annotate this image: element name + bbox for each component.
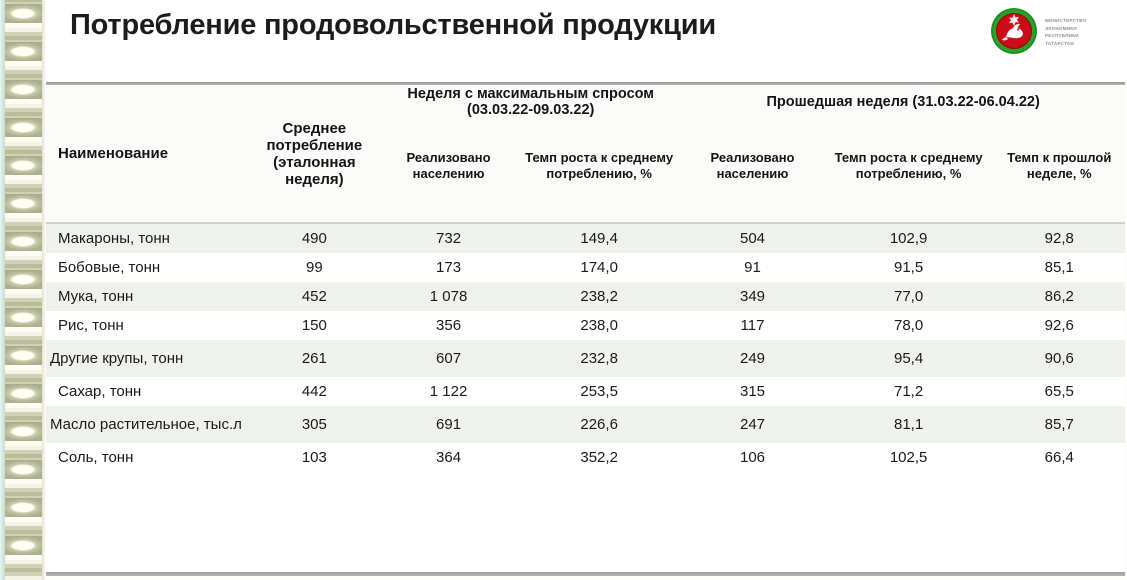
peak-week-growth-cell: 226,6 [517, 406, 682, 443]
average-consumption-cell: 442 [248, 377, 381, 406]
table-bottom-divider [46, 572, 1125, 576]
table-row: Соль, тонн 103 364 352,2 106 102,5 66,4 [46, 443, 1125, 472]
product-name-cell: Другие крупы, тонн [46, 340, 249, 377]
table-header-sub-row: Реализовано населению Темп роста к средн… [46, 120, 1125, 222]
column-header-average-consumption: Среднее потребление (эталонная неделя) [248, 86, 381, 222]
vs-prev-week-cell: 65,5 [993, 377, 1125, 406]
table-row: Масло растительное, тыс.л 305 691 226,6 247 8… [46, 406, 1125, 443]
product-name-cell: Макароны, тонн [46, 224, 249, 253]
product-name-cell: Сахар, тонн [46, 377, 249, 406]
vs-prev-week-cell: 66,4 [993, 443, 1125, 472]
peak-week-sold-cell: 732 [380, 224, 517, 253]
column-header-last-sold: Реализовано населению [681, 120, 824, 222]
title-divider [46, 82, 1125, 85]
logo-text-line-3: РЕСПУБЛИКИ [1045, 33, 1079, 38]
logo-text-line-2: ЭКОНОМИКИ [1045, 25, 1077, 31]
vs-prev-week-cell: 86,2 [993, 282, 1125, 311]
column-header-peak-sold: Реализовано населению [380, 120, 517, 222]
product-name-cell: Соль, тонн [46, 443, 249, 472]
last-week-sold-cell: 117 [681, 311, 824, 340]
table-row: Макароны, тонн 490 732 149,4 504 102,9 92,8 [46, 224, 1125, 253]
peak-week-sold-cell: 356 [380, 311, 517, 340]
table-row: Бобовые, тонн 99 173 174,0 91 91,5 85,1 [46, 253, 1125, 282]
average-consumption-cell: 99 [248, 253, 381, 282]
average-consumption-cell: 150 [248, 311, 381, 340]
decorative-border-ornament [0, 0, 46, 580]
average-consumption-cell: 490 [248, 224, 381, 253]
peak-week-sold-cell: 173 [380, 253, 517, 282]
table-header: Наименование Среднее потребление (эталон… [46, 86, 1125, 224]
peak-week-sold-cell: 364 [380, 443, 517, 472]
average-consumption-cell: 261 [248, 340, 381, 377]
column-header-name: Наименование [46, 86, 249, 222]
peak-week-growth-cell: 352,2 [517, 443, 682, 472]
last-week-growth-cell: 102,9 [823, 224, 994, 253]
column-header-vs-prev-week: Темп к прошлой неделе, % [993, 120, 1125, 222]
title-bar: Потребление продовольственной продукции … [46, 0, 1127, 84]
ministry-logo-text: МИНИСТЕРСТВО ЭКОНОМИКИ РЕСПУБЛИКИ ТАТАРС… [1045, 16, 1086, 46]
last-week-growth-cell: 81,1 [823, 406, 994, 443]
last-week-growth-cell: 77,0 [823, 282, 994, 311]
last-week-sold-cell: 249 [681, 340, 824, 377]
vs-prev-week-cell: 92,6 [993, 311, 1125, 340]
table-row: Рис, тонн 150 356 238,0 117 78,0 92,6 [46, 311, 1125, 340]
product-name-cell: Мука, тонн [46, 282, 249, 311]
vs-prev-week-cell: 92,8 [993, 224, 1125, 253]
table-row: Сахар, тонн 442 1 122 253,5 315 71,2 65,5 [46, 377, 1125, 406]
peak-week-sold-cell: 691 [380, 406, 517, 443]
column-group-peak-week: Неделя с максимальным спросом (03.03.22-… [380, 86, 682, 120]
last-week-sold-cell: 504 [681, 224, 824, 253]
table-row: Мука, тонн 452 1 078 238,2 349 77,0 86,2 [46, 282, 1125, 311]
last-week-sold-cell: 247 [681, 406, 824, 443]
logo-text-line-1: МИНИСТЕРСТВО [1045, 18, 1087, 23]
consumption-table-container: Наименование Среднее потребление (эталон… [46, 86, 1125, 572]
last-week-growth-cell: 71,2 [823, 377, 994, 406]
slide-left-edge [0, 0, 5, 580]
table-body: Макароны, тонн 490 732 149,4 504 102,9 92,8 Боб… [46, 224, 1125, 472]
peak-week-growth-cell: 238,2 [517, 282, 682, 311]
last-week-sold-cell: 106 [681, 443, 824, 472]
last-week-growth-cell: 102,5 [823, 443, 994, 472]
column-header-last-growth: Темп роста к среднему потреблению, % [823, 120, 994, 222]
product-name-cell: Рис, тонн [46, 311, 249, 340]
product-name-cell: Бобовые, тонн [46, 253, 249, 282]
average-consumption-cell: 452 [248, 282, 381, 311]
column-header-peak-growth: Темп роста к среднему потреблению, % [517, 120, 682, 222]
peak-week-growth-cell: 238,0 [517, 311, 682, 340]
logo-text-line-4: ТАТАРСТАН [1045, 40, 1074, 46]
peak-week-growth-cell: 174,0 [517, 253, 682, 282]
peak-week-growth-cell: 232,8 [517, 340, 682, 377]
product-name-cell: Масло растительное, тыс.л [46, 406, 249, 443]
vs-prev-week-cell: 85,1 [993, 253, 1125, 282]
last-week-growth-cell: 91,5 [823, 253, 994, 282]
table-row: Другие крупы, тонн 261 607 232,8 249 95,4 90,6 [46, 340, 1125, 377]
vs-prev-week-cell: 90,6 [993, 340, 1125, 377]
coat-of-arms-tatarstan-icon [989, 6, 1039, 56]
column-group-last-week: Прошедшая неделя (31.03.22-06.04.22) [681, 86, 1125, 120]
peak-week-sold-cell: 1 122 [380, 377, 517, 406]
header-body-divider [46, 222, 1125, 224]
ministry-logo: МИНИСТЕРСТВО ЭКОНОМИКИ РЕСПУБЛИКИ ТАТАРС… [989, 4, 1119, 58]
last-week-sold-cell: 91 [681, 253, 824, 282]
average-consumption-cell: 103 [248, 443, 381, 472]
page-title: Потребление продовольственной продукции [70, 9, 716, 41]
peak-week-growth-cell: 253,5 [517, 377, 682, 406]
vs-prev-week-cell: 85,7 [993, 406, 1125, 443]
consumption-table: Наименование Среднее потребление (эталон… [46, 86, 1125, 472]
last-week-growth-cell: 78,0 [823, 311, 994, 340]
peak-week-growth-cell: 149,4 [517, 224, 682, 253]
last-week-growth-cell: 95,4 [823, 340, 994, 377]
average-consumption-cell: 305 [248, 406, 381, 443]
table-header-group-row: Наименование Среднее потребление (эталон… [46, 86, 1125, 222]
peak-week-sold-cell: 1 078 [380, 282, 517, 311]
last-week-sold-cell: 349 [681, 282, 824, 311]
peak-week-sold-cell: 607 [380, 340, 517, 377]
last-week-sold-cell: 315 [681, 377, 824, 406]
